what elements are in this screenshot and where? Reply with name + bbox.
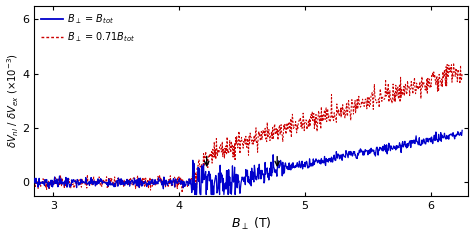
X-axis label: $B_\perp$ (T): $B_\perp$ (T)	[231, 216, 272, 233]
Y-axis label: $\delta V_{nl}$ / $\delta V_{ex}$ ($\times$10$^{-3}$): $\delta V_{nl}$ / $\delta V_{ex}$ ($\tim…	[6, 53, 21, 148]
Legend: $B_\perp$ = $B_{tot}$, $B_\perp$ = 0.71$B_{tot}$: $B_\perp$ = $B_{tot}$, $B_\perp$ = 0.71$…	[39, 10, 137, 46]
